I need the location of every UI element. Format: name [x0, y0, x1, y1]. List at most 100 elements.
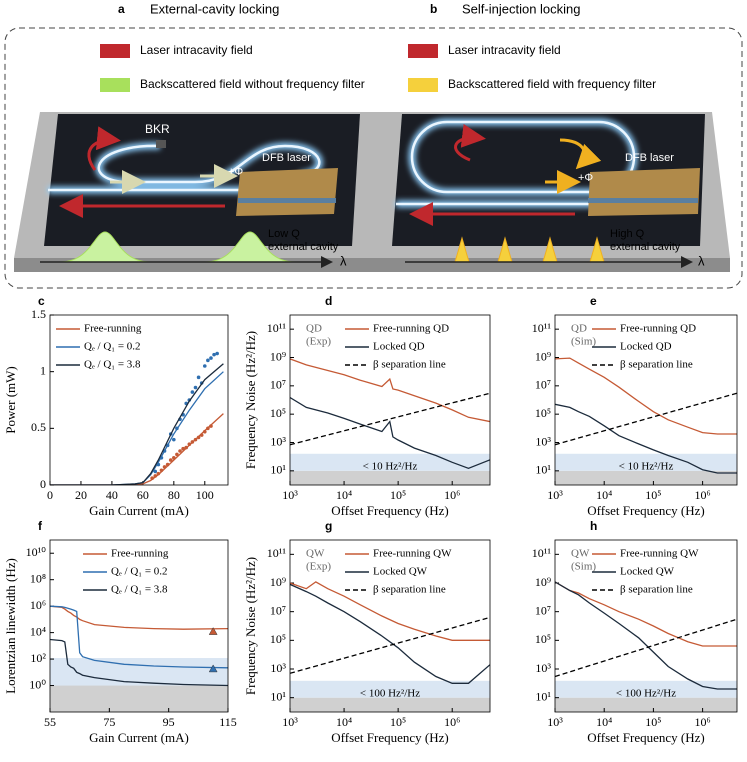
laser-label: DFB laser [625, 152, 674, 164]
panel-letter: h [590, 519, 597, 533]
chart-panel: 55 75 95 115 10⁰ 10² 10⁴ 10⁶ 10⁸ 10¹⁰ Free-running… [3, 519, 237, 745]
y-axis-label: Power (mW) [3, 366, 18, 434]
y-tick-label: 10⁸ [30, 571, 46, 585]
x-tick-label: 115 [219, 715, 237, 729]
laser-label: DFB laser [262, 152, 311, 164]
legend-label: β separation line [373, 584, 446, 596]
x-tick-label: 10³ [547, 488, 563, 502]
cavity-label: external cavity [268, 241, 339, 253]
panel-tag: (Exp) [306, 561, 331, 573]
x-tick-label: 20 [75, 488, 87, 502]
data-point [187, 442, 192, 447]
shaded-band [50, 685, 228, 712]
band-label: < 10 Hz²/Hz [619, 461, 674, 473]
legend-label: Locked QW [373, 566, 428, 578]
data-point [206, 358, 210, 363]
panel-tag: QD [571, 323, 587, 335]
laser-chip [588, 168, 700, 216]
shaded-band [555, 453, 737, 471]
top-panels: a External-cavity locking b Self-injecti… [4, 1, 743, 289]
y-tick-label: 10³ [535, 434, 551, 448]
phase-label: +Φ [228, 166, 243, 178]
axis-label: λ [340, 253, 347, 268]
series-line [50, 605, 228, 669]
panel-letter: f [38, 519, 43, 533]
panel-letter: b [430, 2, 437, 16]
arrow [559, 138, 602, 170]
data-point [159, 468, 164, 473]
data-point [165, 462, 170, 467]
data-point [196, 435, 201, 440]
series-line [555, 618, 737, 678]
plot-frame [554, 539, 738, 713]
data-point [199, 433, 204, 437]
panel-tag: QW [306, 548, 325, 560]
data-point [202, 429, 207, 434]
legend-label: Backscattered field with frequency filte… [448, 77, 656, 91]
shaded-band [555, 680, 737, 698]
plot-series [50, 351, 224, 485]
y-axis-label: Frequency Noise (Hz²/Hz) [243, 557, 258, 695]
band-label: < 10 Hz²/Hz [363, 461, 418, 473]
legend-label: Free-running QD [373, 323, 449, 335]
legend-label: Locked QW [620, 566, 675, 578]
series-line [555, 403, 737, 474]
lorentzian-peaks [59, 231, 296, 263]
x-tick-label: 10⁴ [336, 488, 352, 502]
data-point [150, 476, 154, 481]
laser-layer [588, 198, 698, 203]
y-tick-label: 10⁹ [535, 575, 551, 589]
chart-panel: 10³ 10⁴ 10⁵ 10⁶ 10¹ 10³ 10⁵ 10⁷ 10⁹ 10¹¹ Free-runn… [532, 519, 738, 745]
data-point [212, 352, 216, 357]
x-tick-label: 55 [44, 715, 56, 729]
y-tick-label: 10⁴ [30, 624, 46, 638]
x-axis-label: Offset Frequency (Hz) [331, 503, 448, 518]
legend-swatch [100, 44, 130, 58]
plot-series [555, 581, 737, 690]
legend-label: Backscattered field without frequency fi… [140, 77, 365, 91]
data-point [209, 356, 213, 360]
y-tick-label: 1 [40, 363, 46, 377]
data-point [190, 390, 195, 394]
y-tick-label: 10⁵ [270, 632, 286, 646]
data-point [178, 449, 182, 453]
legend-label: Free-running QW [620, 548, 699, 560]
x-tick-label: 10⁶ [695, 488, 711, 502]
x-tick-label: 10⁶ [444, 488, 460, 502]
y-tick-label: 10¹¹ [532, 546, 552, 560]
shaded-band [290, 680, 490, 698]
legend-label: Locked QD [620, 341, 672, 353]
series-line [290, 616, 490, 674]
data-point [165, 443, 170, 448]
series-line [555, 357, 737, 435]
legend-label: Free-running QD [620, 323, 696, 335]
data-point [175, 426, 179, 431]
x-tick-label: 10³ [282, 488, 298, 502]
y-tick-label: 10⁵ [270, 406, 286, 420]
y-tick-label: 10³ [270, 661, 286, 675]
bkr-label: BKR [145, 122, 170, 136]
y-tick-label: 10⁷ [535, 378, 551, 392]
y-tick-label: 0.5 [31, 420, 46, 434]
data-point [172, 456, 176, 460]
data-point [193, 437, 198, 442]
series-line [290, 358, 490, 423]
data-point [184, 445, 189, 450]
cavity-label: Low Q [268, 228, 300, 240]
series-line [555, 581, 737, 690]
legend-label: β separation line [620, 584, 693, 596]
plot-frame [289, 539, 491, 713]
data-point [190, 440, 195, 444]
y-tick-label: 10⁰ [29, 677, 46, 691]
y-axis-label: Lorentzian linewidth (Hz) [3, 558, 18, 694]
x-tick-label: 100 [196, 488, 214, 502]
data-point [153, 474, 158, 478]
y-tick-label: 10⁵ [535, 406, 551, 420]
panel-tag: QD [306, 323, 322, 335]
legend-label: Free-running QW [373, 548, 452, 560]
data-point [215, 351, 219, 356]
y-tick-label: 10³ [535, 661, 551, 675]
y-tick-label: 10⁷ [270, 603, 286, 617]
y-tick-label: 10⁶ [30, 598, 46, 612]
